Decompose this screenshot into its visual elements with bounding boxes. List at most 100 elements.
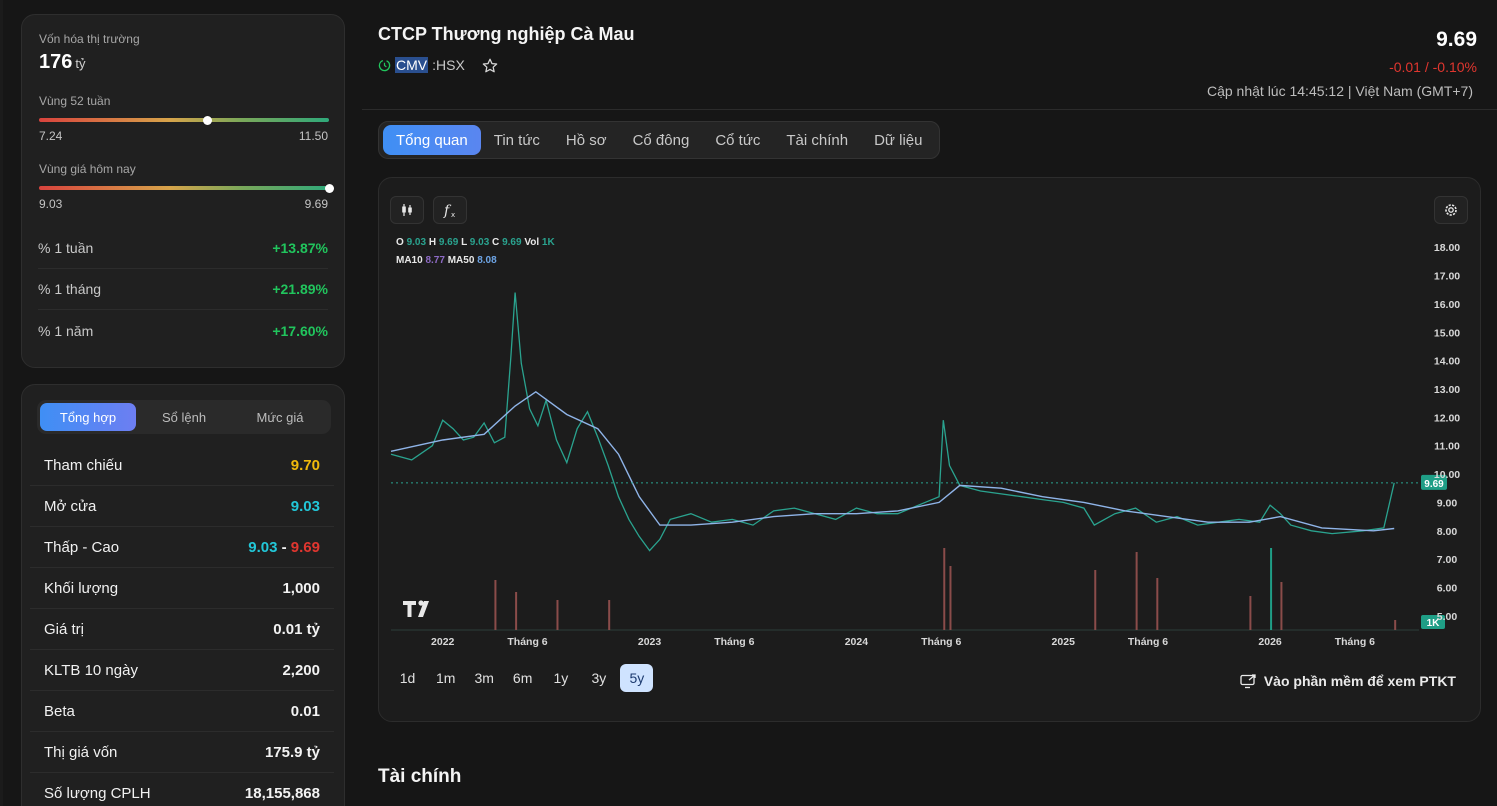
range-3y[interactable]: 3y xyxy=(591,670,607,686)
volume-bar xyxy=(515,592,518,630)
legend-l-label: L xyxy=(461,237,468,248)
row-label: Thấp - Cao xyxy=(44,538,120,556)
row-label: Số lượng CPLH xyxy=(44,784,151,802)
y-tick-label: 7.00 xyxy=(1437,554,1458,566)
perf-label: % 1 tuần xyxy=(38,240,94,256)
low-value: 9.03 xyxy=(248,538,278,556)
row-value: 0.01 xyxy=(290,702,320,720)
range-today-low: 9.03 xyxy=(39,197,63,211)
ticker-line: CMV:HSX xyxy=(378,57,465,73)
row-open: Mở cửa 9.03 xyxy=(30,486,334,527)
legend-ma50-label: MA50 xyxy=(447,255,475,266)
tab-news[interactable]: Tin tức xyxy=(493,131,540,149)
range-today-marker xyxy=(324,183,334,193)
row-value: 2,200 xyxy=(282,661,320,679)
volume-bar xyxy=(1394,620,1397,630)
indicators-button[interactable]: f x xyxy=(433,196,467,224)
market-cap-value: 176 tỷ xyxy=(39,51,86,74)
seg-tab-price-levels[interactable]: Mức giá xyxy=(256,409,304,425)
price-change: -0.01 / -0.10% xyxy=(1389,59,1477,75)
row-value: 1,000 xyxy=(282,579,320,597)
x-tick-label: 2022 xyxy=(431,636,455,648)
x-tick-label: 2024 xyxy=(845,636,869,648)
tab-profile[interactable]: Hồ sơ xyxy=(565,131,607,149)
trading-summary-card: Tổng hợp Sổ lệnh Mức giá Tham chiếu 9.70… xyxy=(21,384,345,806)
last-updated: Cập nhật lúc 14:45:12 | Việt Nam (GMT+7) xyxy=(1206,83,1473,99)
tab-overview[interactable]: Tổng quan xyxy=(383,125,481,155)
last-price-label: 9.69 xyxy=(1424,479,1444,490)
row-beta: Beta 0.01 xyxy=(30,691,334,732)
gear-icon xyxy=(1445,204,1457,216)
ptkt-label: Vào phần mềm để xem PTKT xyxy=(1263,673,1456,689)
row-label: Thị giá vốn xyxy=(44,743,118,761)
range-today-bar xyxy=(39,183,334,193)
volume-bar xyxy=(1156,578,1159,630)
price-chart-card: f x O 9.03 H 9.69 L 9.03 C 9.69 Vol 1K M… xyxy=(378,177,1481,722)
range-1m[interactable]: 1m xyxy=(436,670,456,686)
candlestick-icon xyxy=(402,204,412,216)
range-today-high: 9.69 xyxy=(304,197,328,211)
perf-value: +13.87% xyxy=(272,240,328,256)
perf-value: +17.60% xyxy=(272,322,328,339)
candlestick-button[interactable] xyxy=(390,196,424,224)
perf-row-1m: % 1 tháng +21.89% xyxy=(38,269,328,310)
open-technical-analysis-link[interactable]: Vào phần mềm để xem PTKT xyxy=(1240,673,1456,689)
star-icon[interactable] xyxy=(481,57,499,75)
volume-bar xyxy=(1270,548,1273,630)
ticker-symbol[interactable]: CMV xyxy=(395,57,429,73)
y-tick-label: 9.00 xyxy=(1437,497,1458,509)
current-price: 9.69 xyxy=(1436,28,1477,51)
legend-close: 9.69 xyxy=(502,237,522,248)
tradingview-logo xyxy=(403,600,429,617)
market-cap-number: 176 xyxy=(39,51,73,73)
time-range-selector: 1d 1m 3m 6m 1y 3y 5y xyxy=(391,664,654,692)
y-tick-label: 18.00 xyxy=(1434,242,1460,254)
external-screen-icon xyxy=(1240,673,1256,688)
volume-bar xyxy=(1280,582,1283,630)
clock-icon xyxy=(378,59,391,71)
y-tick-label: 12.00 xyxy=(1434,412,1460,424)
legend-volume: 1K xyxy=(541,237,555,248)
row-value: 9.03 xyxy=(290,497,320,515)
range-1y[interactable]: 1y xyxy=(553,670,569,686)
tab-financials[interactable]: Tài chính xyxy=(786,131,849,149)
row-label: Giá trị xyxy=(44,620,85,638)
legend-ma10: 8.77 xyxy=(425,255,445,266)
x-tick-label: Tháng 6 xyxy=(1335,636,1375,648)
ma-legend: MA10 8.77 MA50 8.08 xyxy=(396,255,497,266)
volume-bar xyxy=(949,566,952,630)
range-1d[interactable]: 1d xyxy=(399,670,416,686)
row-turnover: Giá trị 0.01 tỷ xyxy=(30,609,334,650)
x-tick-label: Tháng 6 xyxy=(507,636,547,648)
header-divider xyxy=(362,109,1497,110)
seg-tab-summary[interactable]: Tổng hợp xyxy=(40,403,136,431)
range-52w-low: 7.24 xyxy=(39,129,63,143)
function-icon: f x xyxy=(443,203,455,219)
perf-row-1y: % 1 năm +17.60% xyxy=(38,310,328,351)
row-value: 0.01 tỷ xyxy=(273,620,320,638)
perf-row-1w: % 1 tuần +13.87% xyxy=(38,228,328,269)
price-chart[interactable]: 9.69 1K 2022 Tháng 6 2023 Tháng 6 2024 Tháng 6… xyxy=(379,178,1482,658)
volume-bar xyxy=(1249,596,1252,630)
tab-dividends[interactable]: Cổ tức xyxy=(715,131,761,149)
volume-bar xyxy=(556,600,559,630)
ohlc-legend: O 9.03 H 9.69 L 9.03 C 9.69 Vol 1K xyxy=(396,237,555,248)
high-value: 9.69 xyxy=(290,538,320,556)
tab-shareholders[interactable]: Cổ đông xyxy=(632,131,690,149)
volume-bar xyxy=(494,580,497,630)
range-3m[interactable]: 3m xyxy=(474,670,494,686)
y-tick-label: 14.00 xyxy=(1434,356,1460,368)
range-5y[interactable]: 5y xyxy=(620,664,654,692)
tab-data[interactable]: Dữ liệu xyxy=(874,131,923,149)
range-today-label: Vùng giá hôm nay xyxy=(39,162,136,176)
last-volume-label: 1K xyxy=(1427,618,1441,629)
seg-tab-orderbook[interactable]: Sổ lệnh xyxy=(161,409,207,425)
x-tick-label: 2023 xyxy=(638,636,662,648)
financials-section-title: Tài chính xyxy=(378,766,462,787)
y-tick-label: 11.00 xyxy=(1434,441,1460,453)
legend-vol-label: Vol xyxy=(524,237,540,248)
range-6m[interactable]: 6m xyxy=(512,670,533,686)
exchange: :HSX xyxy=(432,57,465,73)
y-tick-label: 16.00 xyxy=(1434,299,1460,311)
chart-settings-button[interactable] xyxy=(1434,196,1468,224)
